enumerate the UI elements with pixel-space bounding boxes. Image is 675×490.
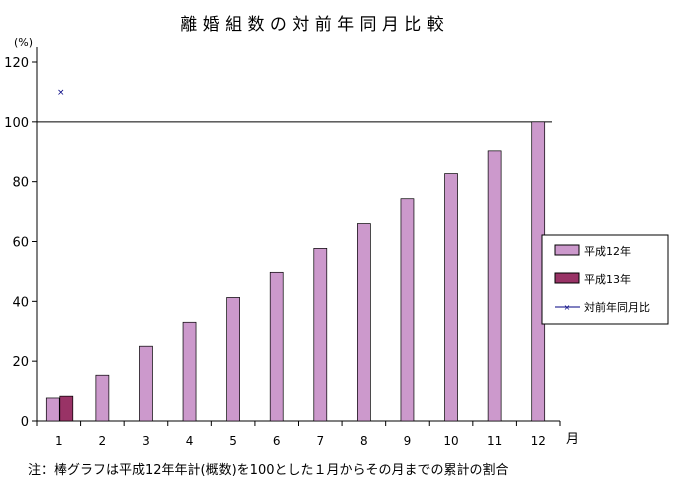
x-tick-label: 10 [443, 434, 458, 448]
bar-h12 [226, 297, 240, 422]
x-tick-label: 5 [229, 434, 237, 448]
x-tick-label: 2 [99, 434, 107, 448]
y-tick-label: 100 [4, 116, 29, 131]
bar-h12 [269, 271, 284, 422]
y-tick-label: 60 [12, 236, 29, 251]
x-axis-label: 月 [566, 432, 579, 447]
y-tick-label: 0 [21, 415, 29, 430]
y-tick-label: 120 [4, 56, 29, 71]
bar-h12 [45, 397, 60, 422]
x-tick-label: 8 [360, 434, 368, 448]
bar-h12 [95, 374, 110, 422]
x-tick-label: 9 [404, 434, 412, 448]
legend-label-h13: 平成13年 [584, 272, 631, 286]
bar-h12 [313, 248, 328, 422]
y-axis-label: (%) [14, 36, 33, 49]
x-tick-label: 12 [531, 434, 546, 448]
x-tick-label: 11 [487, 434, 502, 448]
x-tick-label: 3 [142, 434, 150, 448]
bar-h12 [400, 198, 415, 422]
x-tick-label: 7 [316, 434, 324, 448]
legend-swatch-h12 [554, 244, 580, 256]
chart-title: 離 婚 組 数 の 対 前 年 同 月 比 較 [180, 15, 443, 35]
legend-swatch-h13 [554, 272, 580, 284]
ratio-marker: × [57, 88, 65, 98]
y-tick-label: 40 [12, 295, 29, 310]
bar-h12 [487, 150, 502, 422]
y-tick-label: 80 [12, 176, 29, 191]
legend-label-ratio: 対前年同月比 [584, 300, 650, 314]
bar-h13 [59, 395, 74, 422]
legend-marker-ratio: × [564, 303, 571, 312]
bar-h12 [182, 321, 197, 422]
x-tick-label: 6 [273, 434, 281, 448]
legend-label-h12: 平成12年 [584, 244, 631, 258]
legend: 平成12年 平成13年 × 対前年同月比 [541, 234, 669, 325]
bar-h12 [357, 223, 371, 422]
bar-h12 [444, 173, 458, 422]
chart-note: 注：棒グラフは平成12年年計(概数)を100とした１月からその月までの累計の割合 [28, 462, 509, 478]
x-tick-label: 1 [55, 434, 63, 448]
y-tick-label: 20 [12, 355, 29, 370]
x-tick-label: 4 [186, 434, 194, 448]
bar-h12 [139, 345, 153, 422]
